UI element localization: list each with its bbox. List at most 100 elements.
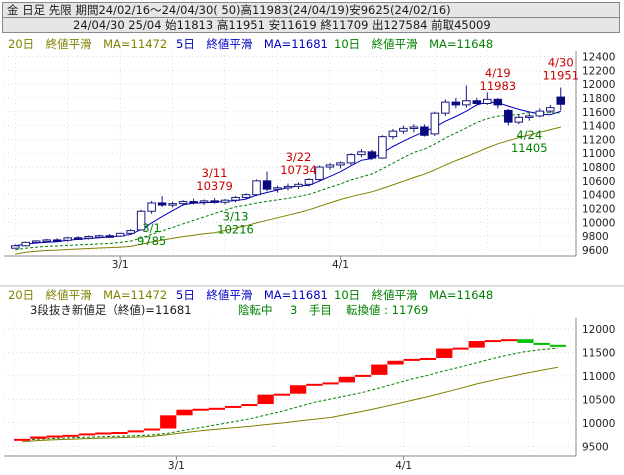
- candle-body-up: [10, 245, 20, 249]
- candle-body-up: [304, 178, 314, 185]
- brick-up: [484, 340, 502, 343]
- brick-up: [111, 432, 128, 435]
- brick-up: [62, 434, 79, 437]
- annotation-date: 4/24: [516, 128, 542, 142]
- brick-up: [225, 405, 242, 408]
- lower-legend-ma20: 20日 終値平滑 MA=11472: [8, 288, 167, 302]
- annotation-value: 11983: [480, 79, 517, 93]
- y-tick-label: 10000: [582, 217, 615, 229]
- brick-up: [208, 407, 226, 410]
- candle-body-up: [273, 187, 282, 190]
- y-tick-label: 12400: [582, 52, 615, 64]
- candle-body-up: [399, 127, 408, 132]
- y-tick-label: 9800: [582, 231, 609, 243]
- brick-up: [306, 383, 323, 386]
- candlestick-panel: 3/197853/11103793/13102163/22107344/1911…: [4, 37, 615, 271]
- brick-y-axis: 9500 10000 10500 11000 11500 12000: [582, 324, 615, 454]
- candle-body-down: [157, 202, 167, 206]
- candle-body-up: [63, 237, 72, 241]
- brick-up: [30, 436, 47, 439]
- candle-body-down: [420, 126, 429, 136]
- y-tick-label: 12200: [582, 65, 615, 77]
- legend-ma20: 20日 終値平滑 MA=11472: [8, 37, 167, 51]
- candle-body-up: [231, 196, 240, 201]
- brick-up: [290, 385, 307, 394]
- brick-up: [322, 382, 339, 385]
- brick-up: [143, 428, 161, 431]
- last-bar-summary-text: 24/04/30 25/04 始11813 高11951 安11619 終117…: [73, 18, 491, 32]
- candle-body-up: [378, 136, 387, 159]
- brick-up: [14, 438, 31, 441]
- annotation-date: 4/30: [548, 56, 574, 70]
- x-tick-label: 3/1: [112, 259, 129, 271]
- candle-body-up: [462, 100, 471, 106]
- candlestick-plot-area: [4, 51, 570, 252]
- y-tick-label: 10600: [582, 176, 615, 188]
- candle-body-up: [545, 107, 555, 112]
- brick-up: [46, 435, 63, 438]
- brick-up: [192, 408, 209, 411]
- candle-body-up: [199, 200, 209, 203]
- brick-up: [436, 348, 453, 358]
- y-tick-label: 12000: [582, 324, 615, 336]
- candle-body-down: [105, 235, 114, 238]
- candle-body-down: [262, 180, 272, 190]
- brick-info-prefix: 3段抜き新値足（終値)=11681: [30, 303, 192, 317]
- candle-body-up: [84, 235, 93, 239]
- brick-up: [387, 360, 404, 365]
- candle-body-up: [252, 180, 261, 196]
- chart-header: 金 日足 先限 期間24/02/16～24/04/30( 50)高11983(2…: [0, 0, 624, 33]
- brick-up: [371, 364, 388, 375]
- candle-body-up: [483, 98, 492, 104]
- candle-body-down: [367, 151, 377, 159]
- candle-body-up: [315, 166, 324, 180]
- x-tick-label: 3/1: [168, 460, 185, 472]
- candle-body-up: [430, 112, 440, 135]
- y-tick-label: 12000: [582, 79, 615, 91]
- period-summary-text: 金 日足 先限 期間24/02/16～24/04/30( 50)高11983(2…: [7, 3, 451, 17]
- candle-body-down: [493, 98, 503, 106]
- lower-legend-ma5: 5日 終値平滑 MA=11681: [176, 288, 328, 302]
- candle-body-up: [409, 126, 419, 129]
- candle-body-up: [525, 115, 534, 118]
- candle-body-up: [178, 201, 188, 205]
- brick-up: [338, 376, 355, 383]
- candle-body-up: [168, 203, 177, 206]
- candle-body-up: [21, 241, 31, 247]
- candle-body-down: [52, 239, 62, 242]
- annotation-date: 4/19: [485, 66, 511, 80]
- candle-body-up: [241, 194, 251, 198]
- annotation-value: 9785: [137, 234, 166, 248]
- candle-body-up: [42, 239, 51, 242]
- legend-ma10: 10日 終値平滑 MA=11648: [334, 37, 493, 51]
- legend-ma5: 5日 終値平滑 MA=11681: [176, 37, 328, 51]
- candle-body-up: [357, 151, 366, 156]
- y-tick-label: 11600: [582, 107, 615, 119]
- brick-x-axis: 3/1 4/1: [168, 456, 412, 472]
- annotation-date: 3/11: [202, 166, 228, 180]
- price-annotations: 3/197853/11103793/13102163/22107344/1911…: [137, 56, 579, 248]
- candle-body-up: [535, 110, 545, 117]
- annotation-value: 10216: [217, 222, 254, 236]
- candle-body-up: [147, 202, 156, 212]
- x-tick-label: 4/1: [332, 259, 349, 271]
- annotation-date: 3/22: [286, 150, 312, 164]
- new-price-bricks: [14, 339, 566, 441]
- candle-body-up: [31, 240, 41, 243]
- candle-body-up: [94, 235, 104, 238]
- candle-body-up: [126, 230, 135, 234]
- brick-info-count: 3 手目: [290, 303, 332, 317]
- candle-body-down: [73, 237, 83, 240]
- brick-ma10-line: [22, 347, 558, 441]
- annotation-value: 11951: [542, 69, 579, 83]
- candle-body-up: [336, 162, 345, 166]
- brick-up: [95, 432, 112, 435]
- brick-up: [127, 430, 144, 433]
- brick-up: [452, 347, 469, 350]
- brick-moving-average-lines: [22, 347, 558, 443]
- y-tick-label: 11400: [582, 121, 615, 133]
- y-tick-label: 10200: [582, 203, 615, 215]
- brick-up: [273, 393, 290, 396]
- candle-body-up: [294, 183, 303, 187]
